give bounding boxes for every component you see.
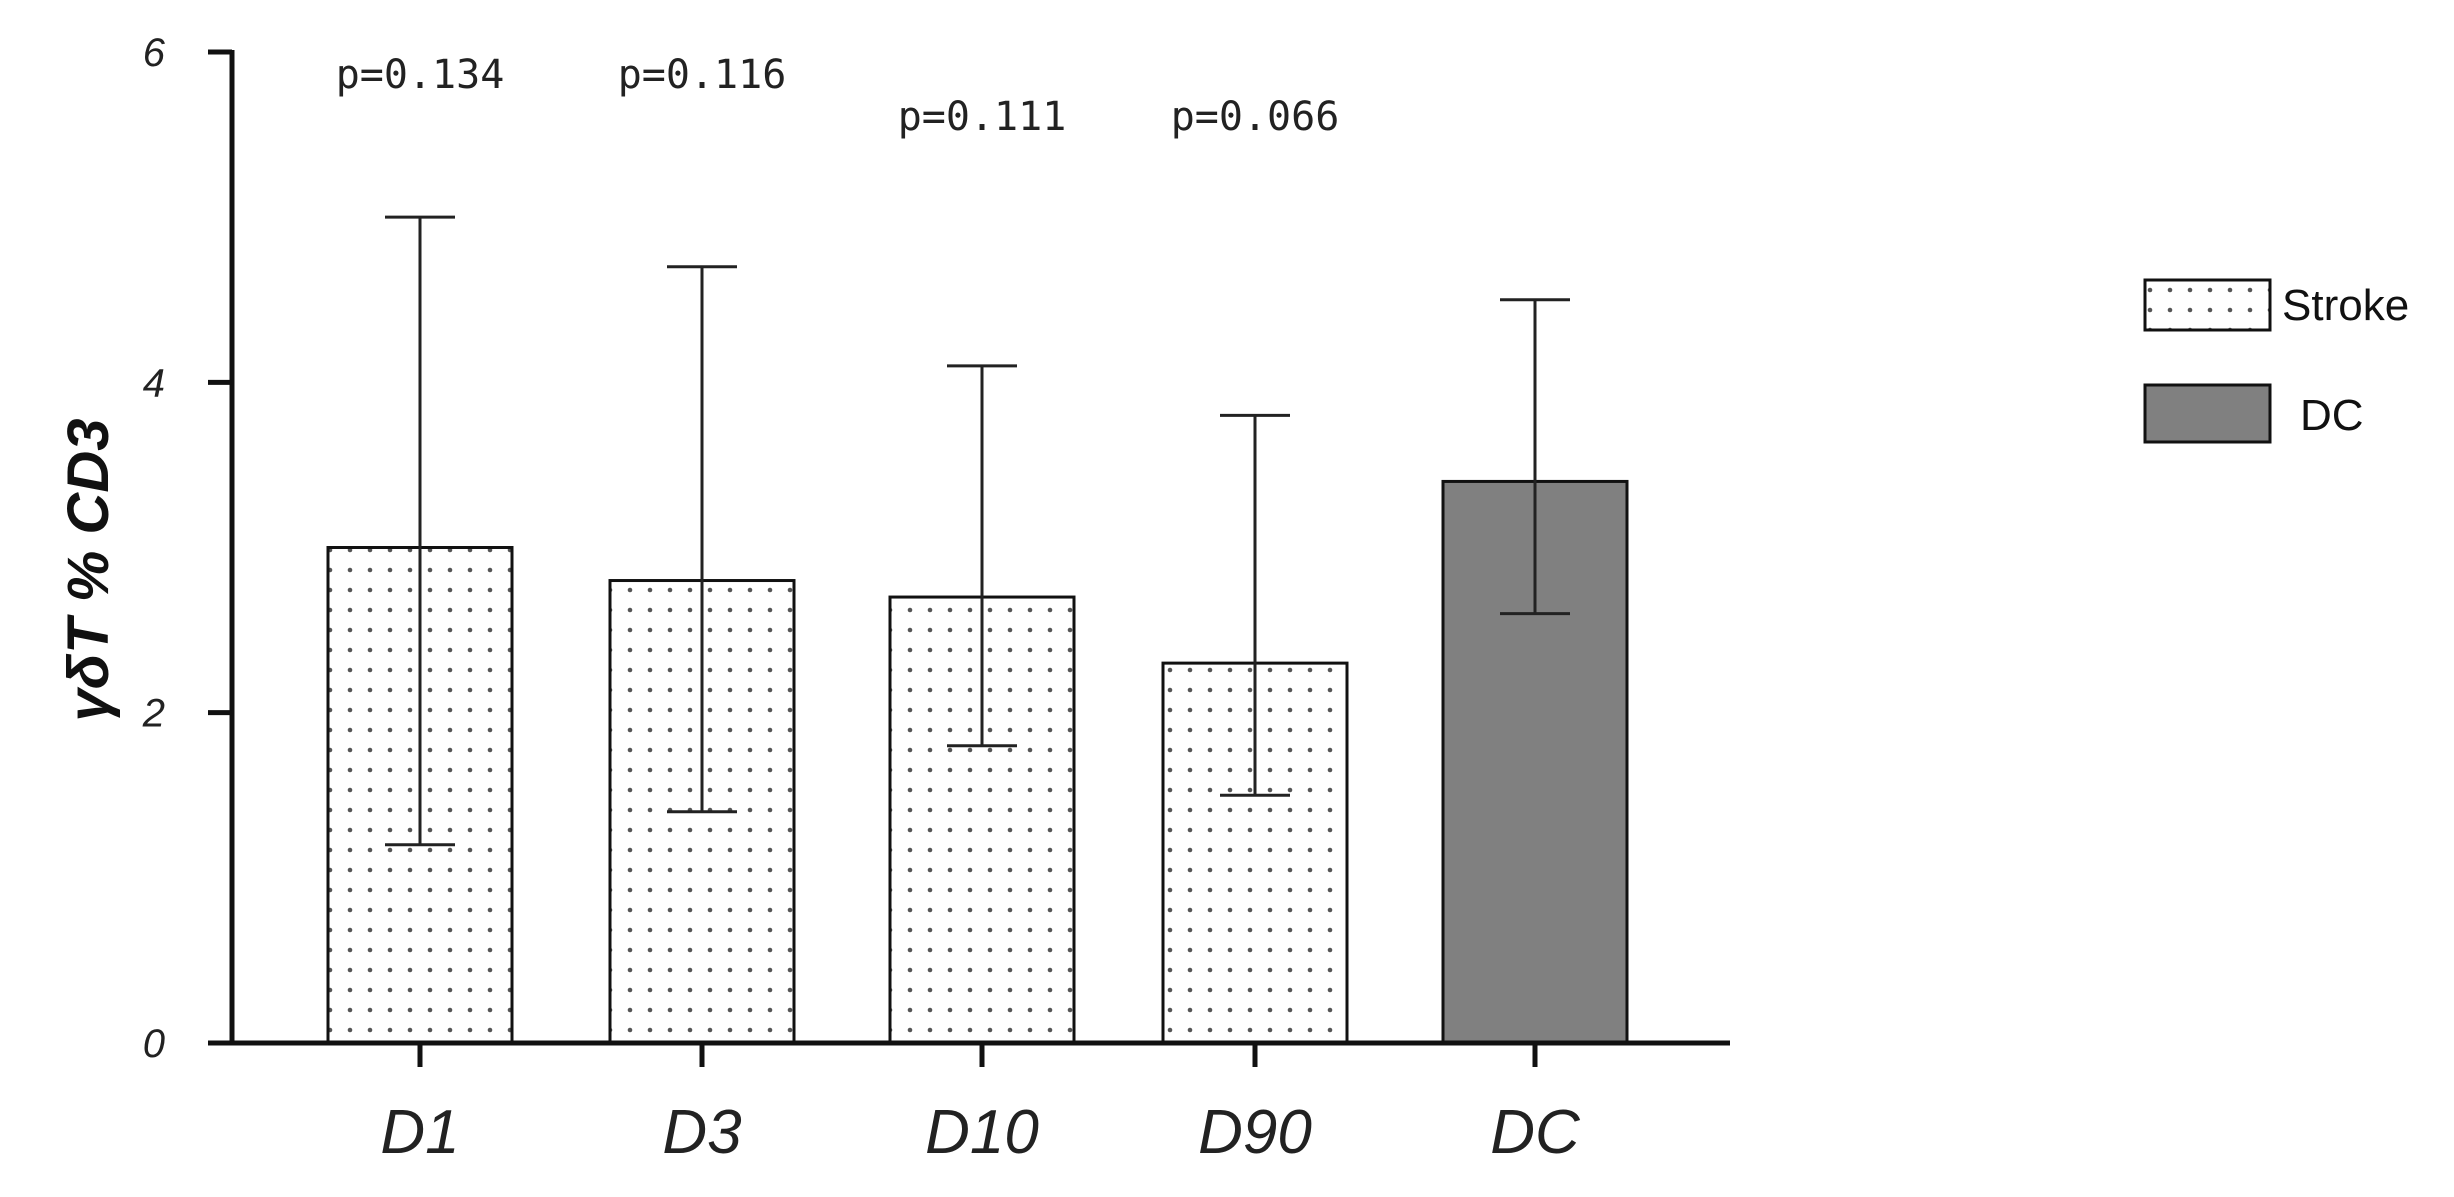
- x-tick-label-d10: D10: [925, 1098, 1039, 1167]
- x-tick-label-d3: D3: [662, 1098, 741, 1167]
- x-tick-label-d90: D90: [1198, 1098, 1312, 1167]
- legend-label-stroke: Stroke: [2282, 281, 2409, 330]
- legend-swatch-stroke: [2143, 278, 2272, 332]
- legend: Stroke DC: [2143, 278, 2409, 444]
- legend-label-dc: DC: [2300, 391, 2364, 440]
- legend-swatch-dc: [2143, 383, 2272, 444]
- p-value-d10: p=0.111: [898, 94, 1067, 140]
- y-tick-label-6: 6: [143, 31, 166, 75]
- y-tick-label-4: 4: [143, 361, 165, 405]
- x-tick-label-dc: DC: [1490, 1098, 1581, 1167]
- p-value-d90: p=0.066: [1171, 94, 1340, 140]
- y-axis-label: γδT % CD3: [56, 419, 121, 722]
- p-value-d1: p=0.134: [336, 52, 505, 98]
- x-tick-label-d1: D1: [380, 1098, 459, 1167]
- y-tick-label-0: 0: [143, 1022, 165, 1066]
- p-value-d3: p=0.116: [618, 52, 787, 98]
- plot-area: 0 2 4 6 D1 D3 D10 D90 DC p=0.134 p=0.116 p=0.111 p=0…: [142, 31, 1730, 1167]
- y-tick-label-2: 2: [142, 692, 165, 736]
